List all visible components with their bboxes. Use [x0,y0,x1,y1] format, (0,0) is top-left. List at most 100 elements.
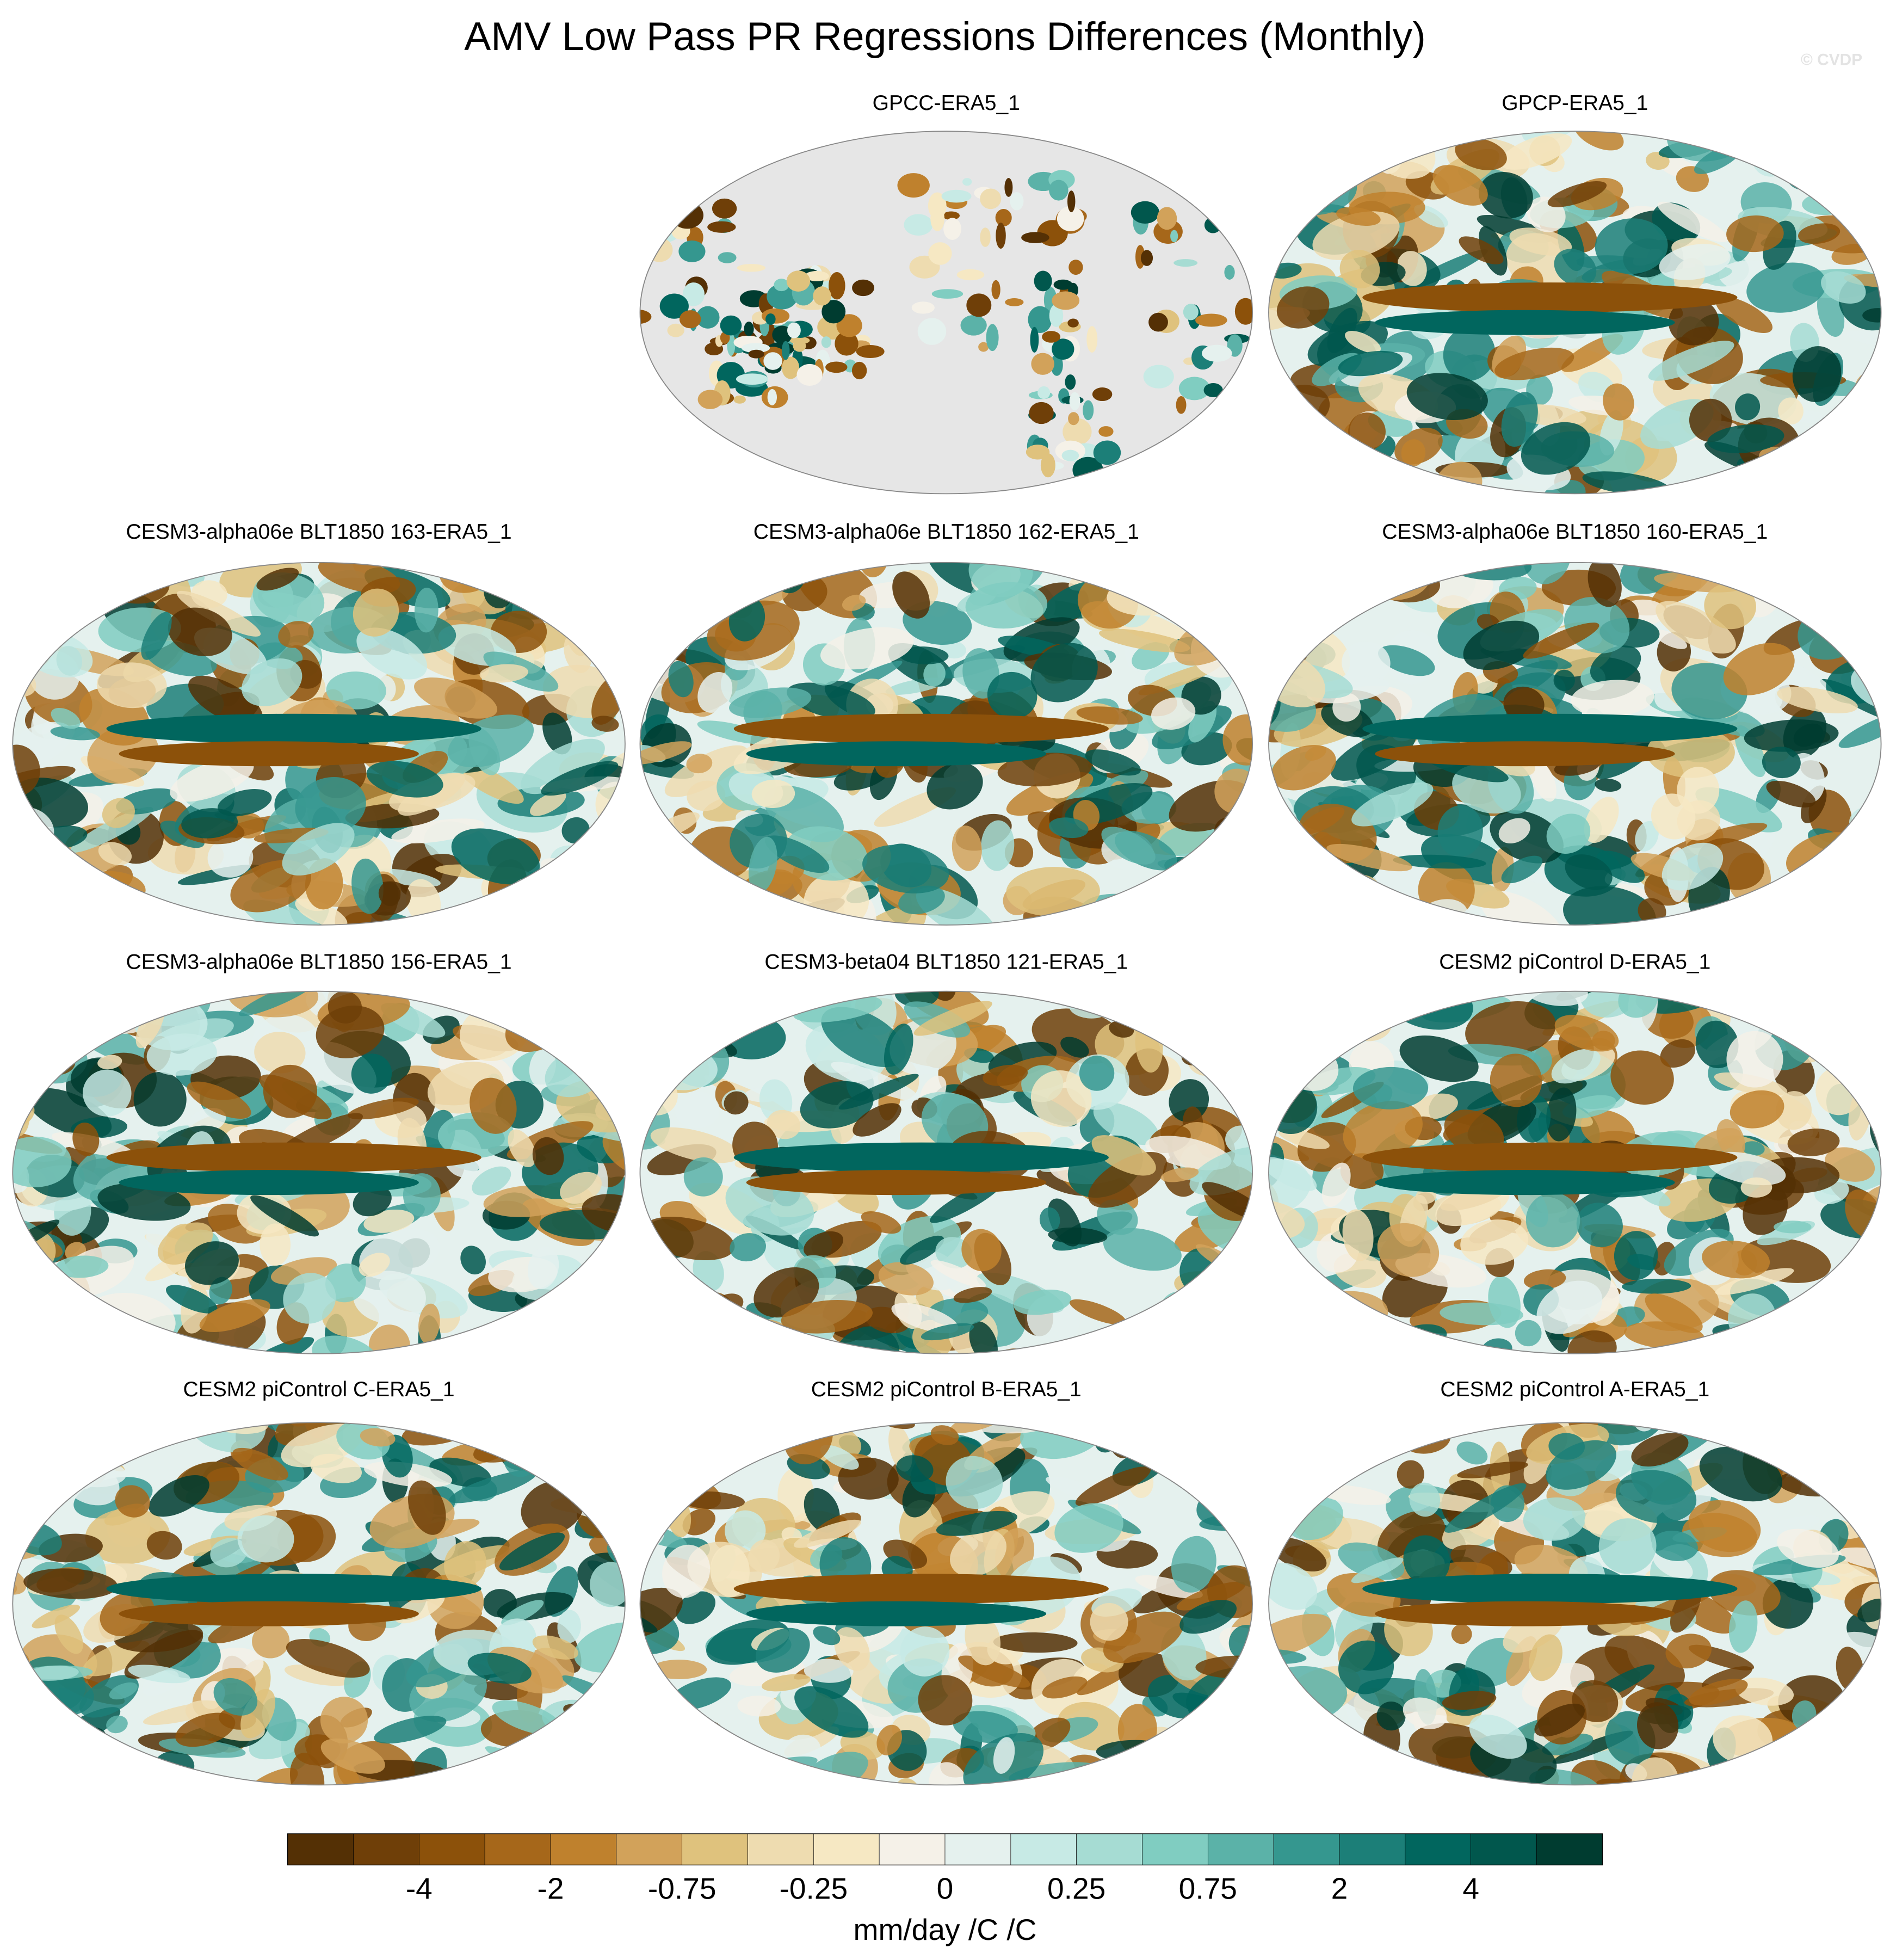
field-blob [767,1772,790,1785]
field-blob [1742,1141,1765,1156]
field-blob [1598,1518,1657,1574]
field-blob [1202,344,1232,362]
field-band [106,1574,481,1604]
field-blob [1451,1624,1472,1644]
field-band [1375,1601,1675,1626]
field-blob [1326,843,1412,872]
field-blob [894,991,939,1008]
field-blob [1702,1240,1770,1279]
field-blob [794,1686,869,1738]
field-blob [667,1443,720,1480]
field-blob [1030,326,1039,353]
colorbar-box [1273,1833,1340,1865]
field-blob [962,178,972,186]
field-blob [1097,1199,1138,1235]
field-blob [1798,223,1840,244]
field-blob [444,1541,486,1588]
field-blob [678,1364,737,1394]
field-blob [1726,1031,1783,1088]
field-blob [930,1425,959,1445]
field-blob [643,1306,674,1354]
field-blob [686,754,713,774]
field-blob [680,1434,717,1449]
field-blob [1090,1602,1128,1641]
field-blob [170,757,254,802]
field-blob [115,1392,144,1423]
field-blob [1595,778,1622,792]
field-blob [1228,1681,1250,1710]
field-blob [1145,153,1156,172]
field-band [746,1170,1047,1195]
field-blob [697,672,733,713]
field-band [746,741,1047,767]
field-blob [414,588,438,633]
field-blob [1030,1070,1092,1127]
field-blob [1787,909,1862,925]
field-blob [1554,249,1597,287]
field-blob [1268,573,1331,625]
field-blob [786,270,811,292]
field-blob [1789,506,1859,545]
field-blob [1734,725,1767,778]
field-blob [1777,1528,1839,1568]
field-blob [1715,297,1773,334]
field-blob [918,1675,973,1725]
map-outline [639,131,1253,495]
field-blob [28,562,112,600]
field-blob [1704,583,1756,630]
field-blob [537,1316,585,1354]
field-blob [891,1303,959,1334]
field-blob [651,1660,707,1679]
field-blob [289,1753,325,1785]
field-blob [141,612,172,660]
field-blob [1631,1433,1689,1467]
field-blob [1350,1336,1411,1384]
field-blob [1352,1067,1429,1110]
field-blob [796,363,823,386]
field-blob [320,1697,368,1744]
field-blob [50,1321,141,1354]
field-blob [1286,1422,1369,1435]
field-blob [414,677,498,719]
field-blob [532,1137,564,1175]
field-blob [1271,745,1336,791]
field-blob [761,1674,811,1692]
field-blob [698,1329,800,1413]
field-blob [892,571,930,619]
field-blob [1042,331,1061,343]
field-blob [1230,195,1244,223]
field-blob [1034,270,1052,292]
field-blob [1310,455,1347,494]
field-blob [1762,562,1845,585]
field-blob [1151,697,1196,730]
field-blob [753,1267,819,1318]
field-blob [47,950,106,997]
map-outline [12,1422,626,1786]
field-blob [1503,686,1545,722]
field-blob [1093,1102,1159,1145]
field-blob [1735,1677,1794,1706]
field-blob [1332,693,1361,722]
field-blob [360,1428,396,1447]
field-blob [742,343,770,353]
field-blob [1677,767,1720,814]
field-blob [689,991,754,1016]
field-blob [930,1260,986,1288]
field-blob [1014,1290,1072,1315]
field-blob [483,1589,517,1618]
field-blob [1268,1563,1318,1610]
field-blob [115,1485,150,1518]
field-blob [640,1263,651,1285]
field-blob [1028,306,1052,334]
map-outline [639,1422,1253,1786]
field-blob [813,286,831,306]
field-blob [733,395,746,404]
field-blob [685,1431,706,1486]
field-blob [541,761,619,796]
field-blob [1637,1702,1679,1749]
field-blob [149,1475,209,1517]
field-blob [366,761,443,798]
field-blob [1183,180,1193,202]
field-blob [1746,1854,1796,1889]
field-blob [1687,823,1768,848]
